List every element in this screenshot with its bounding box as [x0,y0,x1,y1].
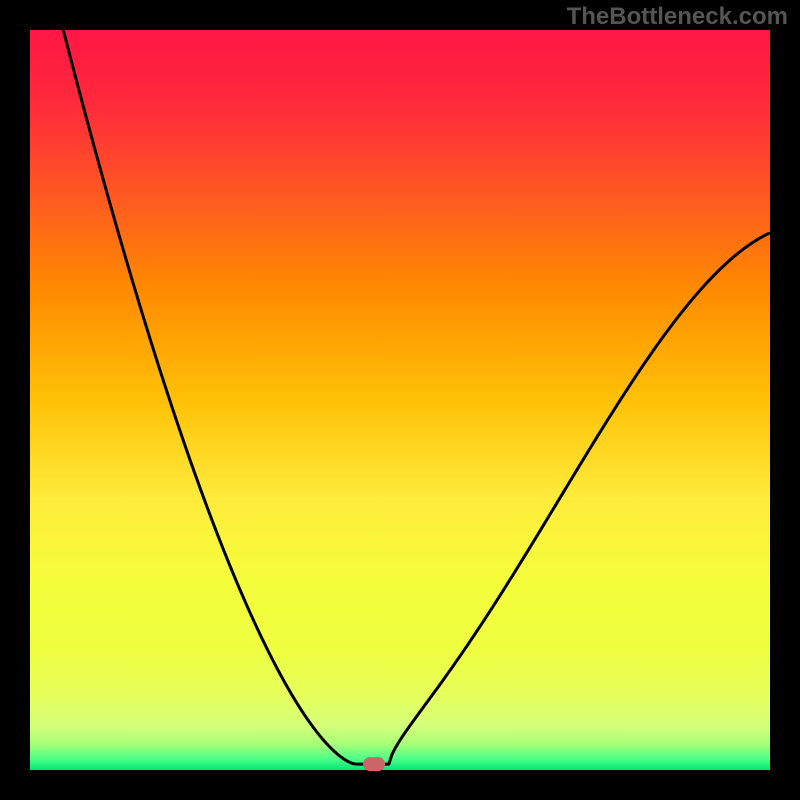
apex-marker [363,757,385,771]
plot-background [30,30,770,770]
chart-svg [0,0,800,800]
watermark-text: TheBottleneck.com [567,3,788,31]
chart-container: TheBottleneck.com [0,0,800,800]
